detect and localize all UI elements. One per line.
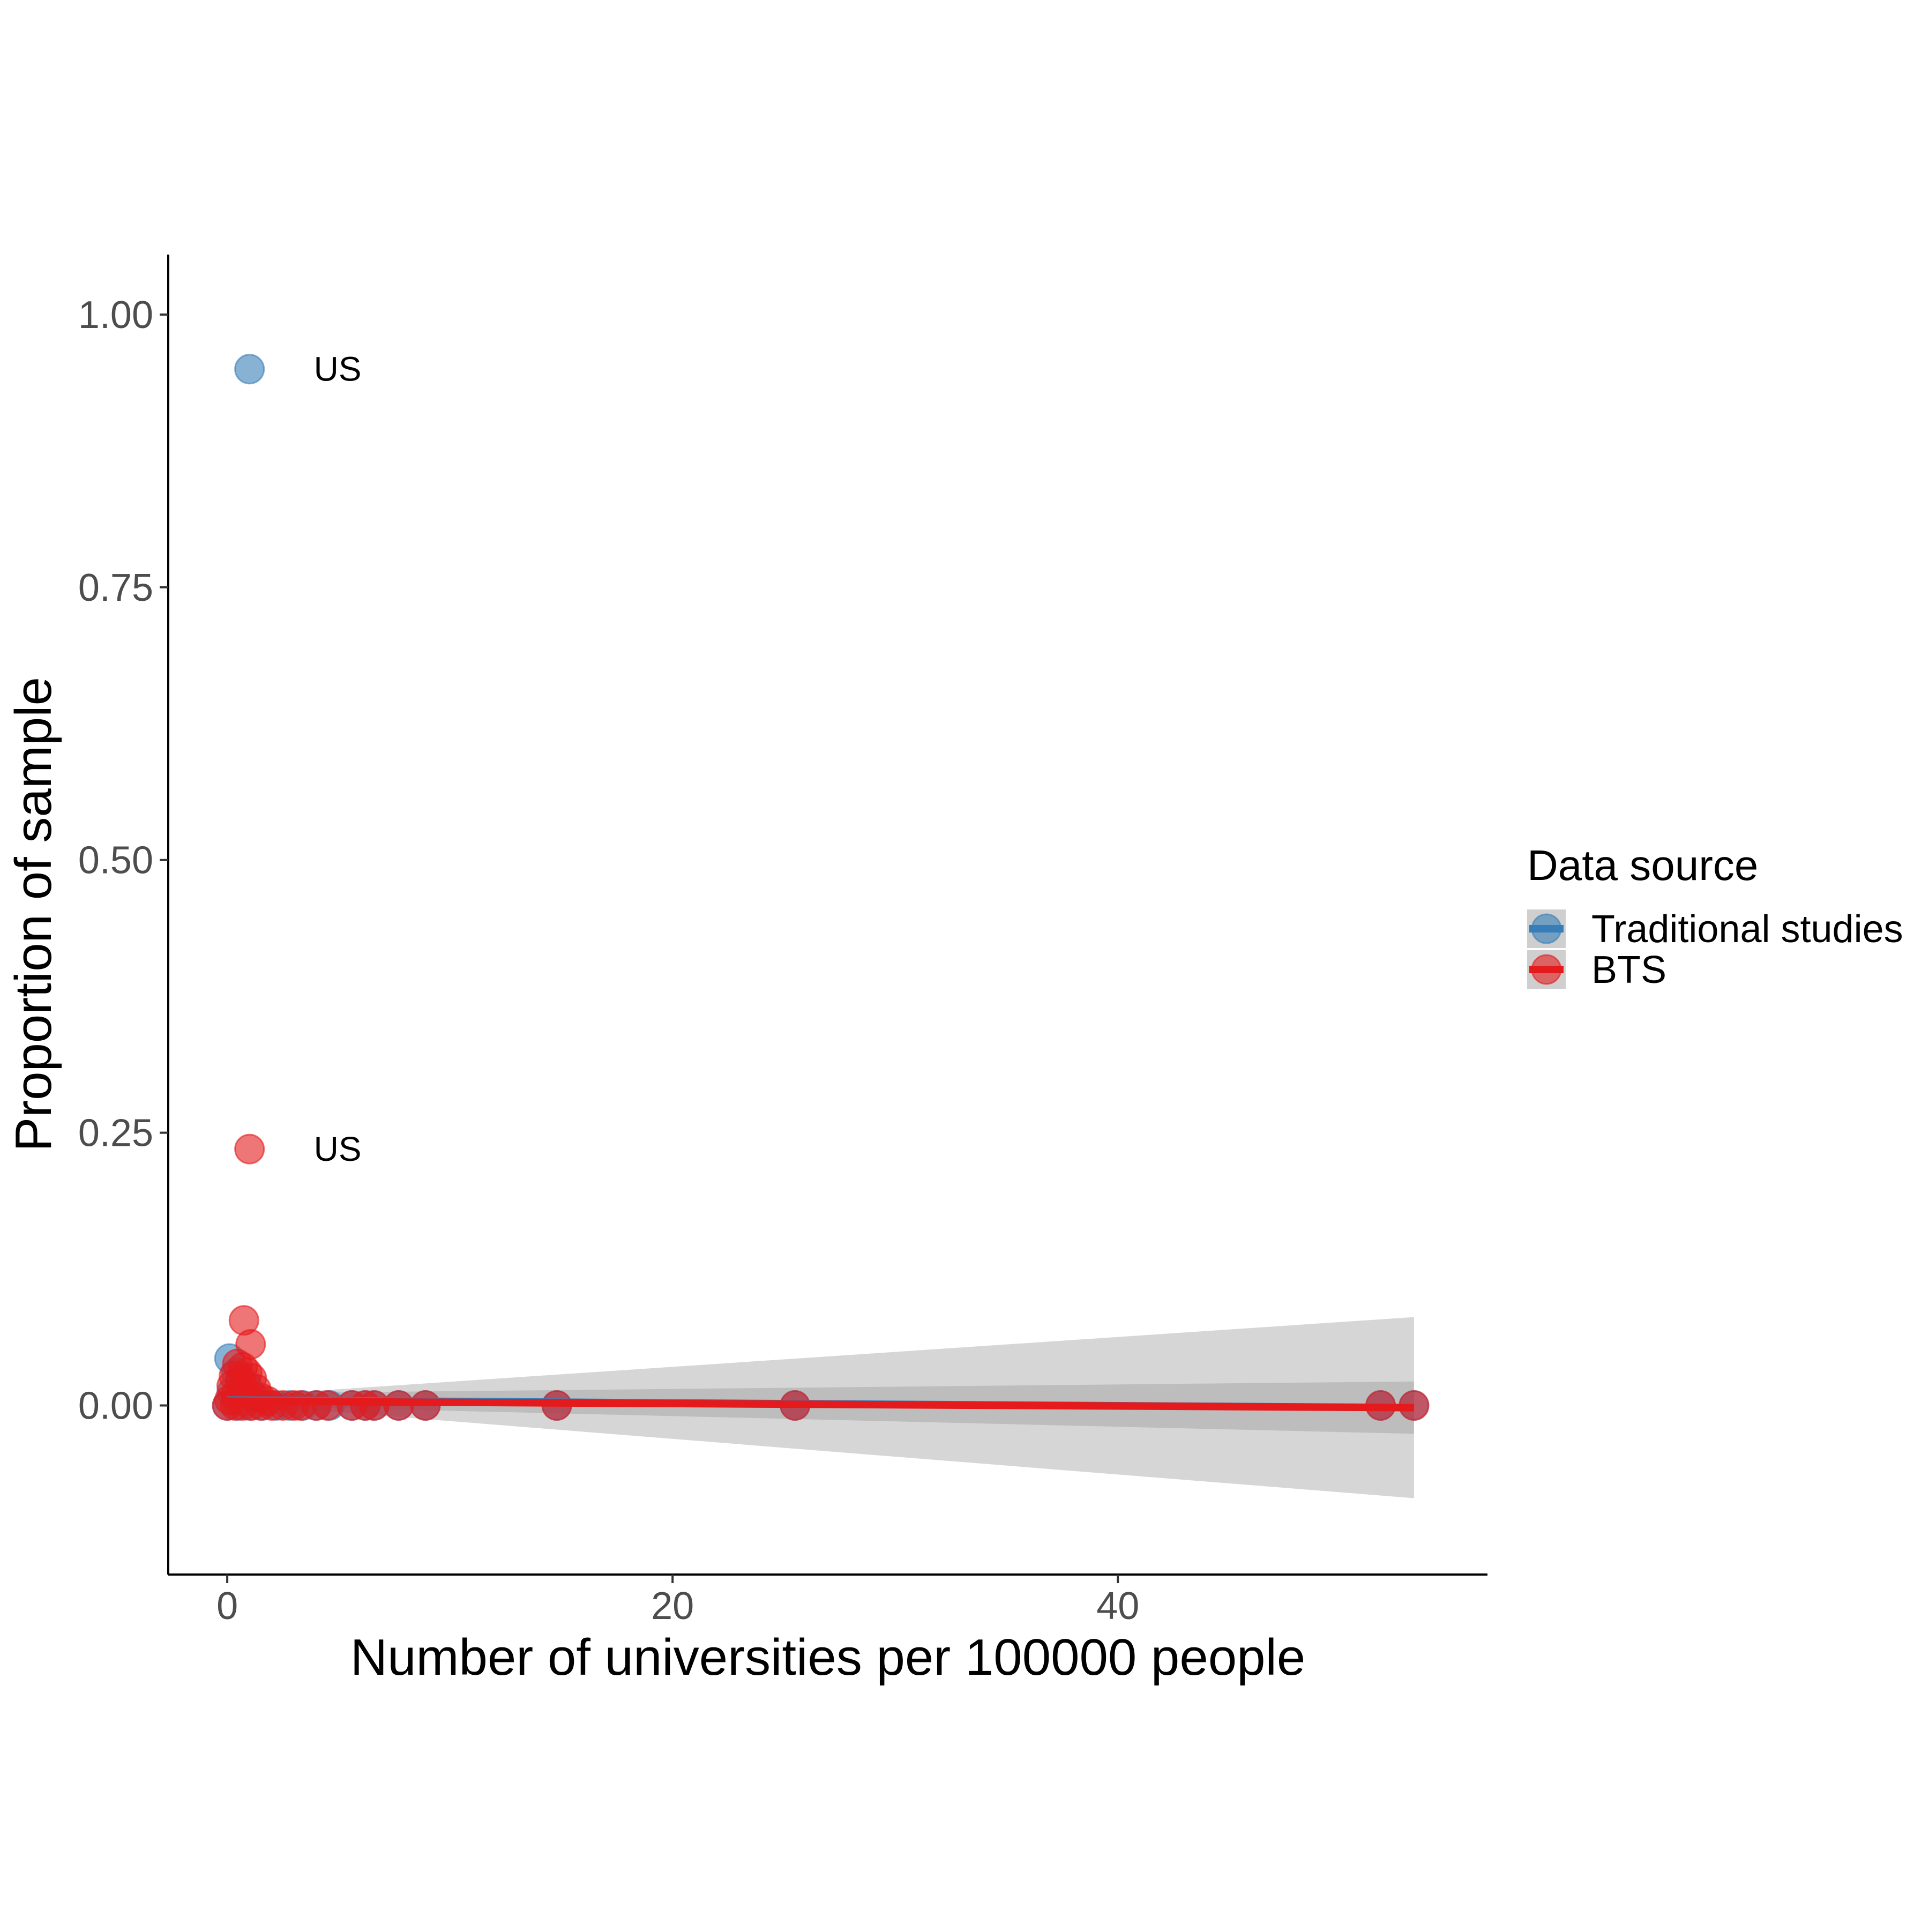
y-tick-label: 0.75 [78,566,153,609]
y-tick-label: 1.00 [78,294,153,337]
y-axis-title: Proportion of sample [5,677,62,1152]
fit-line-bts [227,1397,1414,1412]
x-axis-title: Number of universities per 100000 people [350,1629,1305,1686]
point-label: US [314,350,362,389]
axes [167,255,1487,1576]
y-tick-label: 0.25 [78,1112,153,1155]
y-tick-label: 0.50 [78,839,153,882]
point-label: US [314,1130,362,1168]
fit-lines [227,1396,1414,1412]
x-tick-label: 40 [1096,1585,1139,1628]
point-annotations: US US [314,350,362,1168]
y-tick-label: 0.00 [78,1384,153,1427]
x-tick-label: 20 [651,1585,694,1628]
legend-label-bts: BTS [1591,949,1666,991]
data-point-traditional-studies [234,354,265,385]
x-tick-label: 0 [216,1585,238,1628]
data-points [212,354,1430,1421]
x-axis-ticks: 0 20 40 [216,1575,1139,1628]
y-axis-ticks: 0.00 0.25 0.50 0.75 1.00 [78,294,168,1427]
legend-title: Data source [1527,841,1758,889]
legend-label-traditional-studies: Traditional studies [1591,908,1903,951]
data-point-bts [234,1133,265,1165]
